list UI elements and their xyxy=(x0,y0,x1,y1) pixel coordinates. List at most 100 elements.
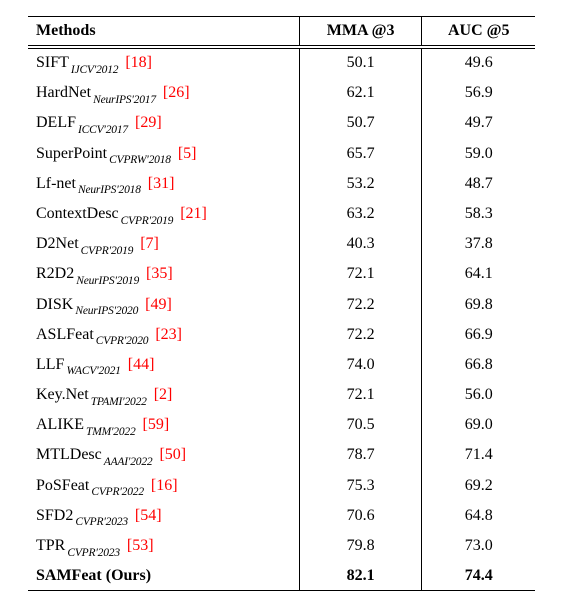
mma-cell: 72.2 xyxy=(299,321,422,351)
method-venue: NeurIPS′2020 xyxy=(73,305,138,317)
method-venue: CVPR′2022 xyxy=(89,486,144,498)
auc-cell: 69.8 xyxy=(422,291,535,321)
method-cell: DISKNeurIPS′2020 [49] xyxy=(28,291,299,321)
auc-cell: 48.7 xyxy=(422,170,535,200)
mma-cell: 50.1 xyxy=(299,49,422,80)
method-venue: ICCV′2017 xyxy=(76,124,128,136)
method-name: SIFT xyxy=(36,54,69,71)
method-venue: AAAI′2022 xyxy=(102,456,153,468)
auc-cell: 49.7 xyxy=(422,109,535,139)
method-venue: NeurIPS′2018 xyxy=(76,184,141,196)
method-name: DELF xyxy=(36,114,76,131)
method-name: LLF xyxy=(36,356,64,373)
auc-cell: 56.0 xyxy=(422,381,535,411)
citation-ref: [44] xyxy=(121,356,155,373)
auc-cell: 37.8 xyxy=(422,230,535,260)
auc-cell: 49.6 xyxy=(422,49,535,80)
mma-cell: 82.1 xyxy=(299,562,422,591)
mma-cell: 72.1 xyxy=(299,381,422,411)
table-row: SAMFeat (Ours)82.174.4 xyxy=(28,562,535,591)
auc-cell: 64.8 xyxy=(422,502,535,532)
method-name: SFD2 xyxy=(36,507,73,524)
method-cell: ALIKETMM′2022 [59] xyxy=(28,411,299,441)
method-venue: TPAMI′2022 xyxy=(89,396,147,408)
method-cell: DELFICCV′2017 [29] xyxy=(28,109,299,139)
method-name: PoSFeat xyxy=(36,477,89,494)
table-row: DELFICCV′2017 [29]50.749.7 xyxy=(28,109,535,139)
table-row: DISKNeurIPS′2020 [49]72.269.8 xyxy=(28,291,535,321)
auc-cell: 64.1 xyxy=(422,260,535,290)
method-name: TPR xyxy=(36,537,65,554)
auc-cell: 56.9 xyxy=(422,79,535,109)
method-venue: NeurIPS′2017 xyxy=(91,94,156,106)
table-row: R2D2NeurIPS′2019 [35]72.164.1 xyxy=(28,260,535,290)
table-row: ALIKETMM′2022 [59]70.569.0 xyxy=(28,411,535,441)
method-cell: MTLDescAAAI′2022 [50] xyxy=(28,441,299,471)
citation-ref: [29] xyxy=(128,114,162,131)
table-row: MTLDescAAAI′2022 [50]78.771.4 xyxy=(28,441,535,471)
method-cell: SIFTIJCV′2012 [18] xyxy=(28,49,299,80)
table-body: SIFTIJCV′2012 [18]50.149.6HardNetNeurIPS… xyxy=(28,49,535,591)
method-venue: WACV′2021 xyxy=(64,365,120,377)
method-cell: Key.NetTPAMI′2022 [2] xyxy=(28,381,299,411)
auc-cell: 74.4 xyxy=(422,562,535,591)
citation-ref: [21] xyxy=(173,205,207,222)
auc-cell: 69.2 xyxy=(422,472,535,502)
citation-ref: [59] xyxy=(136,416,170,433)
mma-cell: 72.1 xyxy=(299,260,422,290)
method-name: Lf-net xyxy=(36,175,76,192)
method-cell: ContextDescCVPR′2019 [21] xyxy=(28,200,299,230)
method-cell: ASLFeatCVPR′2020 [23] xyxy=(28,321,299,351)
table-row: SuperPointCVPRW′2018 [5]65.759.0 xyxy=(28,140,535,170)
method-name: SuperPoint xyxy=(36,145,107,162)
method-cell: Lf-netNeurIPS′2018 [31] xyxy=(28,170,299,200)
method-name: D2Net xyxy=(36,235,79,252)
citation-ref: [50] xyxy=(152,446,186,463)
method-venue: CVPR′2019 xyxy=(119,215,174,227)
method-cell: LLFWACV′2021 [44] xyxy=(28,351,299,381)
citation-ref: [49] xyxy=(138,296,172,313)
method-venue: CVPR′2020 xyxy=(94,335,149,347)
citation-ref: [31] xyxy=(141,175,175,192)
method-name: ContextDesc xyxy=(36,205,119,222)
citation-ref: [18] xyxy=(118,54,152,71)
method-cell: D2NetCVPR′2019 [7] xyxy=(28,230,299,260)
table-row: D2NetCVPR′2019 [7]40.337.8 xyxy=(28,230,535,260)
mma-cell: 50.7 xyxy=(299,109,422,139)
table-row: HardNetNeurIPS′2017 [26]62.156.9 xyxy=(28,79,535,109)
method-name: R2D2 xyxy=(36,265,74,282)
table-row: ASLFeatCVPR′2020 [23]72.266.9 xyxy=(28,321,535,351)
mma-cell: 63.2 xyxy=(299,200,422,230)
citation-ref: [16] xyxy=(144,477,178,494)
method-venue: CVPR′2023 xyxy=(65,547,120,559)
method-name: ALIKE xyxy=(36,416,84,433)
citation-ref: [5] xyxy=(171,145,197,162)
header-mma: MMA @3 xyxy=(299,17,422,46)
citation-ref: [2] xyxy=(147,386,173,403)
auc-cell: 66.8 xyxy=(422,351,535,381)
mma-cell: 75.3 xyxy=(299,472,422,502)
citation-ref: [26] xyxy=(156,84,190,101)
method-name: ASLFeat xyxy=(36,326,94,343)
table-row: LLFWACV′2021 [44]74.066.8 xyxy=(28,351,535,381)
mma-cell: 62.1 xyxy=(299,79,422,109)
mma-cell: 78.7 xyxy=(299,441,422,471)
method-venue: TMM′2022 xyxy=(84,426,136,438)
method-name: DISK xyxy=(36,296,73,313)
citation-ref: [54] xyxy=(128,507,162,524)
results-table: Methods MMA @3 AUC @5 SIFTIJCV′2012 [18]… xyxy=(28,16,535,591)
header-methods: Methods xyxy=(28,17,299,46)
table-row: SFD2CVPR′2023 [54]70.664.8 xyxy=(28,502,535,532)
auc-cell: 73.0 xyxy=(422,532,535,562)
method-cell: SFD2CVPR′2023 [54] xyxy=(28,502,299,532)
mma-cell: 79.8 xyxy=(299,532,422,562)
method-cell: PoSFeatCVPR′2022 [16] xyxy=(28,472,299,502)
mma-cell: 70.6 xyxy=(299,502,422,532)
method-venue: CVPR′2019 xyxy=(79,245,134,257)
citation-ref: [23] xyxy=(148,326,182,343)
header-auc: AUC @5 xyxy=(422,17,535,46)
table-header-row: Methods MMA @3 AUC @5 xyxy=(28,17,535,46)
table-row: ContextDescCVPR′2019 [21]63.258.3 xyxy=(28,200,535,230)
citation-ref: [35] xyxy=(139,265,173,282)
citation-ref: [53] xyxy=(120,537,154,554)
